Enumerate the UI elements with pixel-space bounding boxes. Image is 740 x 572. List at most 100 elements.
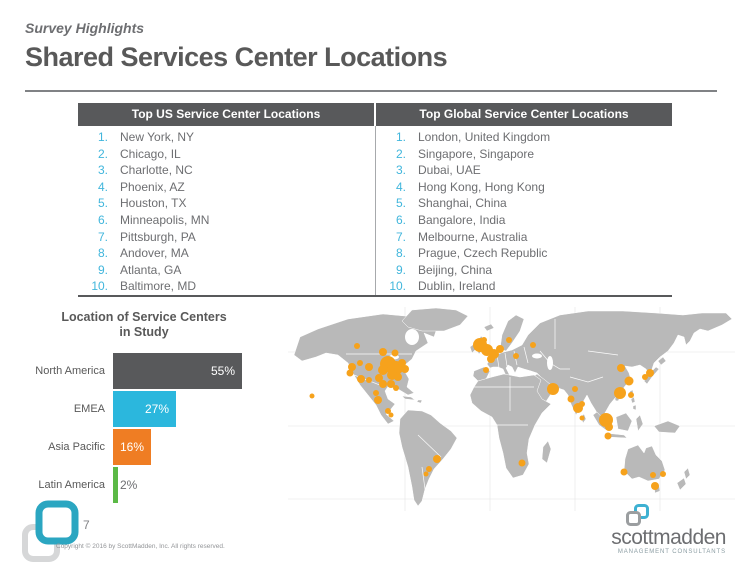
service-center-dot — [650, 472, 656, 478]
brand-logo-icon — [626, 504, 649, 526]
brand-tagline: MANAGEMENT CONSULTANTS — [617, 549, 726, 555]
service-center-dot — [433, 455, 441, 463]
service-center-dot — [374, 396, 382, 404]
service-center-dot — [354, 343, 360, 349]
chart-value-label: 2% — [120, 478, 138, 492]
service-center-dot — [394, 373, 402, 381]
service-center-dot — [426, 466, 432, 472]
logo-teal-square — [35, 500, 79, 545]
location-name: Dublin, Ireland — [418, 279, 496, 294]
service-center-dot — [483, 367, 489, 373]
service-center-dot — [513, 353, 519, 359]
service-center-dot — [357, 360, 363, 366]
service-center-dot — [651, 482, 659, 490]
location-name: Houston, TX — [120, 196, 187, 211]
service-center-dot — [579, 401, 585, 407]
service-center-dot — [530, 342, 536, 348]
service-center-dot — [481, 337, 487, 343]
service-center-dot — [357, 375, 365, 383]
chart-row: Latin America 2% — [28, 467, 260, 503]
brand-logo: scottmadden MANAGEMENT CONSULTANTS — [566, 503, 727, 555]
list-number: 4. — [97, 179, 108, 194]
chart-value-label: 27% — [144, 402, 169, 416]
service-center-dot — [506, 337, 512, 343]
list-number: 7. — [97, 229, 108, 244]
list-number: 10. — [389, 279, 406, 294]
new-guinea — [653, 420, 681, 434]
service-center-dot — [348, 363, 356, 371]
list-item: 4. Hong Kong, Hong Kong — [376, 179, 672, 196]
bar-chart: Location of Service Centers in Study Nor… — [28, 310, 260, 505]
list-number: 9. — [395, 262, 406, 277]
service-center-dot — [579, 415, 585, 421]
service-center-dot — [423, 471, 429, 477]
location-name: Singapore, Singapore — [418, 146, 535, 161]
list-number: 5. — [395, 196, 406, 211]
location-name: London, United Kingdom — [418, 130, 551, 144]
list-item: 6. Minneapolis, MN — [78, 212, 374, 229]
location-name: Atlanta, GA — [120, 262, 182, 277]
service-center-dot — [496, 345, 504, 353]
list-item: 4. Phoenix, AZ — [78, 179, 374, 196]
list-item: 2. Chicago, IL — [78, 146, 374, 163]
service-center-dot — [365, 363, 373, 371]
list-number: 2. — [97, 146, 108, 161]
list-item: 3. Dubai, UAE — [376, 162, 672, 179]
us-locations-column: Top US Service Center Locations 1. New Yo… — [78, 103, 374, 295]
list-item: 7. Pittsburgh, PA — [78, 229, 374, 246]
service-center-dot — [628, 392, 634, 398]
location-name: New York, NY — [120, 130, 195, 144]
list-item: 10. Baltimore, MD — [78, 278, 374, 295]
service-center-dot — [393, 385, 399, 391]
chart-bar: 55% — [113, 353, 242, 389]
service-center-dot — [614, 387, 626, 399]
service-center-dot — [346, 369, 354, 377]
list-item: 8. Prague, Czech Republic — [376, 245, 672, 262]
global-column-header: Top Global Service Center Locations — [376, 103, 672, 126]
us-location-list: 1. New York, NY 2. Chicago, IL 3. Charlotte, … — [78, 126, 374, 295]
chart-title-line1: Location of Service Centers — [61, 310, 227, 324]
service-center-dot — [379, 348, 387, 356]
location-name: Chicago, IL — [120, 146, 181, 161]
list-item: 1. London, United Kingdom — [376, 129, 672, 146]
location-name: Pittsburgh, PA — [120, 229, 196, 244]
service-center-dot — [487, 355, 495, 363]
list-item: 5. Shanghai, China — [376, 195, 672, 212]
list-number: 8. — [97, 246, 108, 261]
location-name: Beijing, China — [418, 262, 493, 277]
service-center-dot — [572, 386, 578, 392]
south-america — [398, 409, 458, 507]
brand-wordmark: scottmadden — [611, 526, 726, 549]
service-center-dot — [617, 364, 625, 372]
us-column-header: Top US Service Center Locations — [78, 103, 374, 126]
service-center-dots — [309, 337, 666, 490]
borneo — [615, 412, 633, 432]
chart-value-label: 16% — [119, 440, 144, 454]
chart-category-label: Latin America — [38, 479, 105, 491]
footer-logo-icon — [22, 500, 79, 562]
page-title: Shared Services Center Locations — [25, 42, 448, 72]
africa — [469, 373, 552, 479]
iceland — [483, 323, 495, 332]
chart-category-label: EMEA — [73, 403, 105, 415]
service-center-dot — [388, 412, 394, 418]
list-number: 6. — [395, 212, 406, 227]
chart-bar: 27% — [113, 391, 176, 427]
new-zealand — [683, 467, 691, 480]
page-number: 7 — [83, 518, 90, 532]
list-number: 3. — [97, 163, 108, 178]
location-name: Charlotte, NC — [120, 163, 193, 178]
world-map-svg — [288, 307, 735, 511]
list-item: 1. New York, NY — [78, 129, 374, 146]
service-center-dot — [547, 383, 559, 395]
list-number: 9. — [97, 262, 108, 277]
list-item: 9. Beijing, China — [376, 262, 672, 279]
location-name: Phoenix, AZ — [120, 179, 185, 194]
list-item: 3. Charlotte, NC — [78, 162, 374, 179]
global-location-list: 1. London, United Kingdom 2. Singapore, Sin… — [376, 126, 672, 295]
world-map — [288, 307, 735, 511]
list-number: 10. — [91, 279, 108, 294]
service-center-dot — [378, 365, 388, 375]
list-item: 9. Atlanta, GA — [78, 262, 374, 279]
service-center-dot — [366, 377, 372, 383]
